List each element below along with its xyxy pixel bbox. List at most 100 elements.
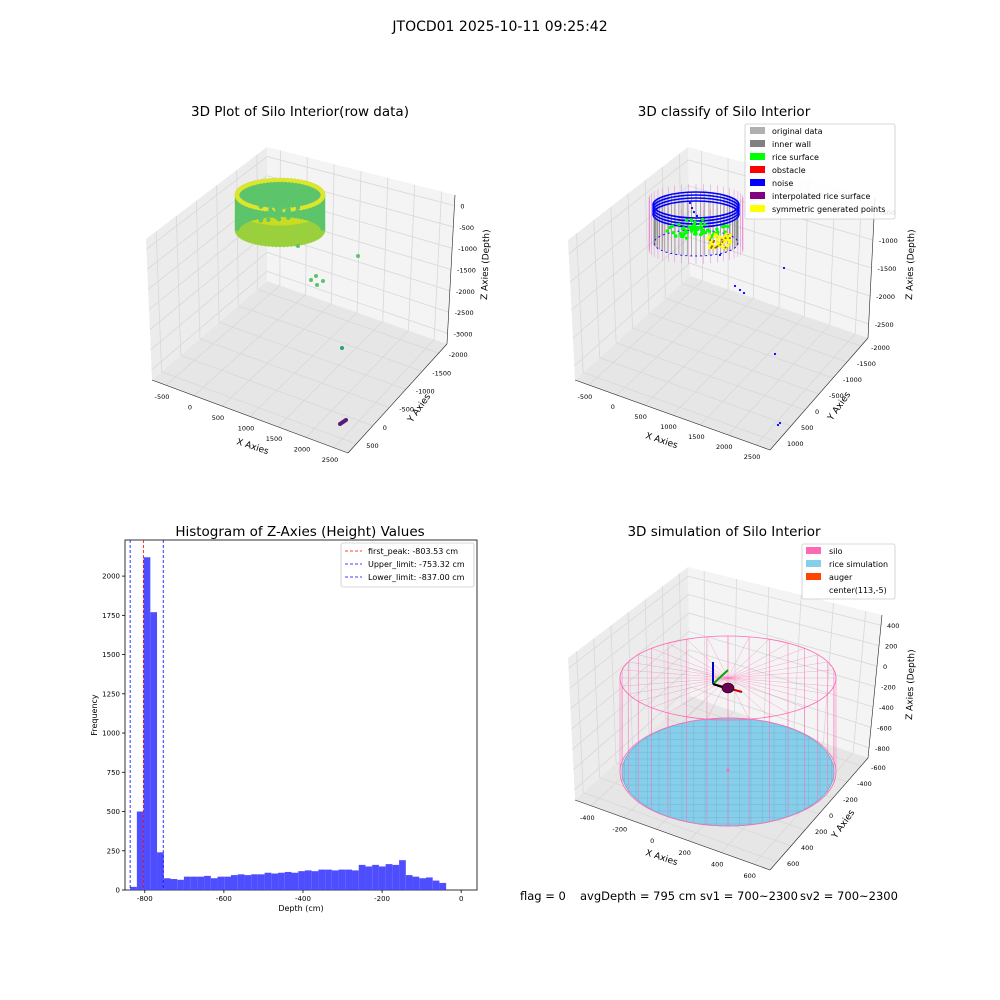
z-tick-label: -2500 (875, 321, 894, 329)
rice-surface-point (677, 223, 680, 226)
legend-swatch (750, 153, 765, 160)
panel4-title: 3D simulation of Silo Interior (627, 524, 821, 540)
noise-point (691, 207, 693, 209)
surface-point (278, 211, 282, 215)
histogram-bar (419, 878, 426, 890)
y-tick-label: -400 (857, 780, 872, 788)
x-tick-label: -400 (295, 895, 311, 903)
outlier-point (296, 244, 300, 248)
y-tick-label: 250 (107, 847, 120, 855)
outlier-point (309, 278, 313, 282)
surface-point (304, 215, 308, 219)
y-tick-label: 500 (366, 442, 378, 450)
rice-surface-point (715, 228, 718, 231)
y-tick-label: 2000 (102, 573, 120, 581)
x-tick-label: -800 (137, 895, 153, 903)
z-tick-label: -400 (879, 704, 894, 712)
legend-swatch (806, 560, 821, 567)
x-tick-label: -500 (155, 393, 170, 401)
legend-swatch (750, 179, 765, 186)
histogram-bars (130, 557, 446, 890)
surface-point (296, 203, 300, 207)
symmetric-point (725, 237, 727, 239)
noise-point (696, 215, 698, 217)
rice-surface-point (723, 225, 726, 228)
histogram-bar (372, 865, 379, 890)
rice-surface-point (701, 218, 704, 221)
histogram-bar (406, 875, 413, 890)
rice-surface-point (672, 231, 675, 234)
legend-label: obstacle (772, 166, 806, 175)
histogram-bar (170, 879, 177, 890)
status-sv1: sv1 = 700~2300 (700, 889, 798, 903)
surface-point (282, 205, 286, 209)
y-tick-label: 0 (815, 408, 819, 416)
histogram-bar (352, 870, 359, 890)
histogram-bar (332, 870, 339, 890)
z-tick-label: -1500 (878, 265, 897, 273)
z-tick-label: 400 (887, 622, 899, 630)
x-tick-label: 2500 (744, 453, 761, 461)
z-tick-label: -600 (877, 724, 892, 732)
y-tick-label: 1250 (102, 690, 120, 698)
legend-label: inner wall (772, 140, 811, 149)
y-tick-label: 500 (107, 808, 120, 816)
symmetric-point (711, 245, 713, 247)
y-tick-label: 400 (801, 844, 813, 852)
histogram-bar (271, 874, 278, 890)
histogram-y-axis-label: Frequency (90, 694, 99, 736)
surface-point (265, 211, 269, 215)
histogram-bar (359, 865, 366, 890)
histogram-bar (218, 877, 225, 890)
x-tick-label: 0 (459, 895, 463, 903)
legend-swatch (750, 140, 765, 147)
histogram-bar (204, 876, 211, 890)
legend-label: silo (829, 547, 843, 556)
histogram-bar (325, 870, 332, 890)
symmetric-point (709, 239, 711, 241)
cylinder-point (321, 226, 326, 231)
z-tick-label: -2000 (876, 293, 895, 301)
histogram-bar (426, 877, 433, 890)
legend-swatch (750, 127, 765, 134)
x-tick-label: 400 (711, 861, 723, 869)
y-tick-label: 200 (815, 828, 827, 836)
z-tick-label: -3000 (454, 330, 473, 338)
rice-surface-point (703, 223, 706, 226)
figure-suptitle: JTOCD01 2025-10-11 09:25:42 (391, 19, 607, 35)
y-tick-label: -200 (843, 796, 858, 804)
histogram-bar (211, 878, 218, 890)
z-tick-label: -1500 (457, 267, 476, 275)
histogram-bar (251, 874, 258, 890)
rice-surface-point (699, 222, 702, 225)
histogram-bar (298, 871, 305, 890)
histogram-bar (305, 870, 312, 890)
z-tick-label: 200 (885, 643, 897, 651)
x-tick-label: 1500 (688, 433, 705, 441)
x-tick-label: 1000 (660, 423, 677, 431)
status-flag: flag = 0 (520, 889, 566, 903)
legend-swatch (750, 192, 765, 199)
histogram-y-ticks: 025050075010001250150017502000 (102, 573, 125, 895)
y-tick-label: 0 (383, 424, 387, 432)
histogram-bar (413, 877, 420, 890)
panel2-x-axis-label: X Axies (644, 431, 679, 451)
symmetric-point (716, 245, 718, 247)
histogram-bar (224, 877, 231, 890)
histogram-bar (157, 852, 164, 890)
noise-point (719, 254, 721, 256)
histogram-x-axis-label: Depth (cm) (278, 904, 323, 913)
panel4-y-axis-label: Y Axies (830, 808, 858, 841)
symmetric-point (729, 234, 732, 237)
x-tick-label: 2000 (294, 445, 311, 453)
x-tick-label: 200 (679, 849, 691, 857)
symmetric-point (713, 235, 716, 238)
rice-surface-point (683, 232, 686, 235)
histogram-bar (379, 866, 386, 890)
x-tick-label: 600 (744, 872, 756, 880)
x-tick-label: 0 (611, 403, 615, 411)
x-tick-label: -400 (580, 814, 595, 822)
outlier-point (344, 418, 348, 422)
legend-label: rice surface (772, 153, 819, 162)
panel3-title: Histogram of Z-Axies (Height) Values (175, 524, 424, 540)
